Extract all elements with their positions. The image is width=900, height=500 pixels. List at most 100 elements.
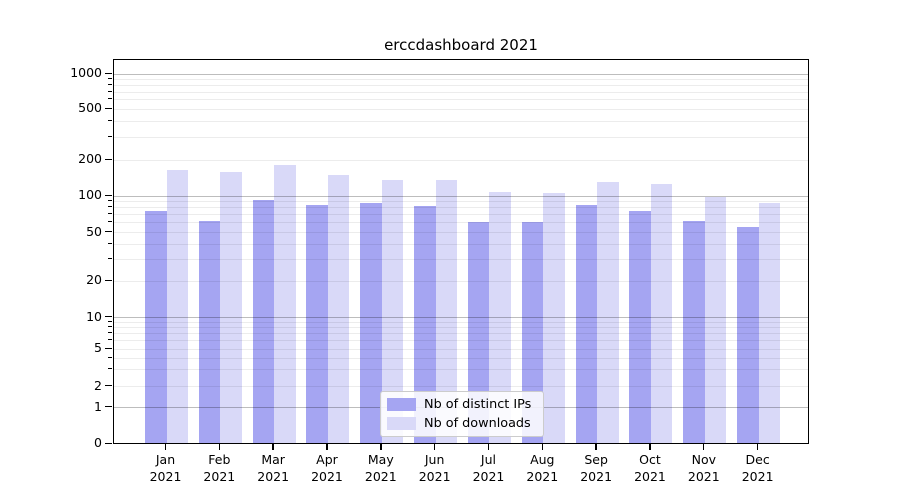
y-axis-minor-tick	[108, 231, 112, 232]
major-gridline	[114, 73, 808, 75]
x-axis-tick	[380, 444, 382, 450]
bar-distinct-ips	[360, 202, 382, 443]
minor-gridline	[114, 232, 808, 233]
x-axis-tick	[164, 444, 167, 450]
x-axis-tick	[703, 444, 705, 450]
minor-gridline	[114, 259, 808, 261]
bar-distinct-ips	[737, 227, 759, 443]
minor-gridline	[114, 243, 808, 245]
x-axis-tick-label: Nov 2021	[687, 452, 720, 484]
y-axis-tick	[105, 406, 112, 408]
bar-distinct-ips	[575, 204, 598, 443]
minor-gridline	[114, 369, 808, 371]
minor-gridline	[114, 214, 808, 216]
bar-distinct-ips	[198, 221, 221, 443]
minor-gridline	[114, 159, 808, 161]
x-axis-tick-label: Dec 2021	[741, 452, 774, 484]
y-axis-minor-tick	[108, 77, 112, 79]
y-axis-minor-tick	[108, 385, 112, 386]
legend-swatch-downloads	[387, 417, 416, 430]
minor-gridline	[114, 207, 808, 209]
minor-gridline	[114, 99, 808, 101]
x-axis-tick-label: Jul 2021	[472, 452, 505, 484]
y-axis-minor-tick	[108, 279, 112, 281]
x-axis-tick-label: May 2021	[364, 452, 397, 484]
x-axis-tick-label: Apr 2021	[311, 452, 343, 484]
legend-label: Nb of downloads	[424, 416, 531, 431]
x-axis-tick	[756, 444, 759, 450]
minor-gridline	[114, 84, 808, 86]
minor-gridline	[114, 321, 808, 323]
minor-gridline	[114, 340, 808, 342]
y-axis-minor-tick	[108, 332, 112, 334]
bar-downloads	[704, 197, 727, 443]
y-axis-minor-tick	[108, 90, 112, 92]
y-axis-tick-label: 1000	[70, 65, 102, 80]
x-axis-tick	[649, 444, 651, 450]
y-axis-minor-tick	[108, 242, 112, 244]
y-axis-tick-label: 10	[86, 308, 102, 324]
y-axis-minor-tick	[108, 200, 112, 202]
y-axis-minor-tick	[108, 221, 112, 223]
minor-gridline	[114, 280, 808, 282]
legend-label: Nb of distinct IPs	[424, 397, 532, 412]
y-axis-tick-label: 0	[94, 435, 102, 450]
major-gridline	[114, 317, 808, 318]
x-axis-tick	[541, 444, 543, 450]
x-axis-tick	[218, 444, 221, 450]
bar-downloads	[597, 182, 619, 443]
y-axis-minor-tick	[108, 206, 112, 208]
y-axis-tick-label: 200	[78, 151, 102, 166]
y-axis-minor-tick	[108, 320, 112, 322]
y-axis-tick-label: 100	[78, 187, 102, 202]
y-axis-tick-label: 1	[94, 398, 102, 414]
bar-downloads	[166, 169, 188, 443]
plot-area	[113, 59, 809, 444]
y-axis-minor-tick	[108, 158, 112, 160]
y-axis-minor-tick	[108, 83, 112, 85]
minor-gridline	[114, 348, 808, 350]
y-axis-tick-label: 20	[86, 272, 102, 287]
x-axis-tick	[487, 444, 490, 450]
y-axis-tick-label: 5	[94, 340, 102, 355]
legend-item: Nb of downloads	[387, 416, 535, 431]
bar-distinct-ips	[414, 206, 436, 443]
minor-gridline	[114, 222, 808, 224]
x-axis-tick-label: Jan 2021	[149, 452, 182, 484]
minor-gridline	[114, 333, 808, 335]
x-axis-tick	[595, 444, 597, 450]
bar-distinct-ips	[683, 221, 705, 443]
x-axis-tick	[433, 444, 436, 450]
y-axis-minor-tick	[108, 347, 112, 349]
minor-gridline	[114, 327, 808, 329]
minor-gridline	[114, 120, 808, 122]
bar-downloads	[758, 202, 781, 443]
x-axis-tick-label: Jun 2021	[418, 452, 451, 484]
bar-downloads	[381, 179, 404, 443]
major-gridline	[114, 195, 808, 197]
bar-distinct-ips	[145, 211, 167, 443]
bar-downloads	[220, 171, 242, 443]
y-axis-minor-tick	[108, 356, 112, 358]
bar-distinct-ips	[306, 205, 328, 443]
chart-title: erccdashboard 2021	[384, 36, 538, 54]
bar-distinct-ips	[467, 222, 490, 443]
minor-gridline	[114, 91, 808, 93]
minor-gridline	[114, 78, 808, 80]
y-axis-minor-tick	[108, 107, 112, 109]
legend-item: Nb of distinct IPs	[387, 397, 535, 412]
x-axis-tick-label: Sep 2021	[580, 452, 613, 484]
y-axis-minor-tick	[108, 339, 112, 341]
y-axis-minor-tick	[108, 213, 112, 215]
y-axis-tick-label: 2	[94, 377, 102, 393]
y-axis-minor-tick	[108, 98, 112, 100]
y-axis-minor-tick	[108, 135, 112, 137]
y-axis-tick-label: 50	[86, 223, 102, 239]
legend: Nb of distinct IPs Nb of downloads	[380, 391, 544, 437]
minor-gridline	[114, 357, 808, 359]
x-axis-tick-label: Feb 2021	[203, 452, 236, 484]
bar-downloads	[543, 193, 565, 443]
y-axis-tick	[105, 442, 112, 444]
bar-downloads	[650, 184, 673, 443]
